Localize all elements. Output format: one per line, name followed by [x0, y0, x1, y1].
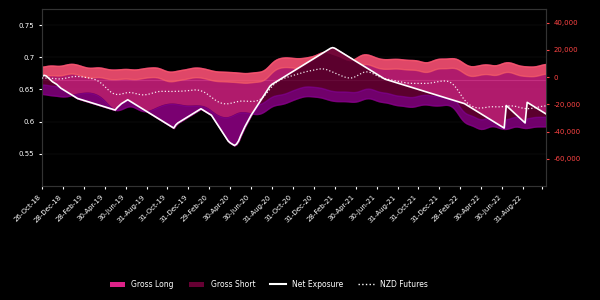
Legend: Gross Long, Gross Short, Net Exposure, NZD Futures: Gross Long, Gross Short, Net Exposure, N…: [107, 277, 431, 292]
